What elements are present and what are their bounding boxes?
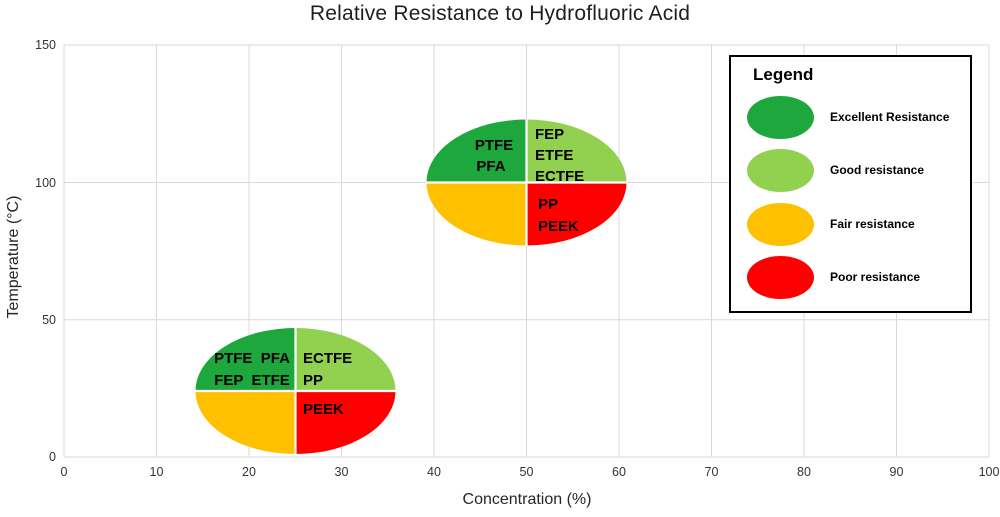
x-axis-title: Concentration (%) [463,491,592,508]
x-tick-30: 30 [335,465,349,479]
legend-label-poor: Poor resistance [830,270,921,284]
marker2-excellent-quadrant [426,119,527,183]
y-axis-ticks: 0 50 100 150 [35,38,56,464]
legend-label-fair: Fair resistance [830,217,915,231]
x-tick-50: 50 [520,465,534,479]
y-axis-title: Temperature (°C) [5,196,22,319]
x-tick-90: 90 [890,465,904,479]
y-tick-50: 50 [42,313,56,327]
marker2-good-quadrant [526,119,627,183]
marker2-poor-label-line1: PP [538,196,558,213]
marker1-poor-label-line1: PEEK [303,401,344,418]
marker1-excellent-label-line2: FEP ETFE [214,372,290,389]
marker1-good-label-line1: ECTFE [303,350,352,367]
chart-title: Relative Resistance to Hydrofluoric Acid [309,2,691,25]
legend-title: Legend [753,65,814,84]
legend-swatch-good [747,149,814,192]
x-tick-80: 80 [797,465,811,479]
marker1-excellent-label-line1: PTFE PFA [214,350,290,367]
marker2-excellent-label-line2: PFA [476,158,505,175]
x-tick-40: 40 [427,465,441,479]
legend-swatch-fair [747,203,814,246]
marker1-good-quadrant [295,328,396,391]
x-tick-10: 10 [150,465,164,479]
marker2-poor-label-line2: PEEK [538,218,579,235]
marker2-good-label-line3: ECTFE [535,168,584,185]
x-axis-ticks: 0 10 20 30 40 50 60 70 80 90 100 [61,465,1000,479]
legend: Legend Excellent Resistance Good resista… [729,55,972,313]
marker2-good-label-line1: FEP [535,126,564,143]
x-tick-100: 100 [979,465,1000,479]
legend-label-good: Good resistance [830,163,925,177]
marker-high-concentration: PTFE PFA FEP ETFE ECTFE PP PEEK [426,119,627,246]
legend-swatch-excellent [747,96,814,139]
marker2-poor-quadrant [526,182,627,246]
x-tick-20: 20 [242,465,256,479]
marker1-excellent-quadrant [195,328,296,391]
y-tick-0: 0 [49,450,56,464]
x-tick-0: 0 [61,465,68,479]
y-tick-100: 100 [35,176,56,190]
legend-label-excellent: Excellent Resistance [830,110,950,124]
marker1-poor-quadrant [295,391,396,454]
y-tick-150: 150 [35,38,56,52]
marker2-excellent-label-line1: PTFE [475,137,513,154]
marker2-fair-quadrant [426,182,527,246]
marker1-fair-quadrant [195,391,296,454]
x-tick-70: 70 [705,465,719,479]
marker1-good-label-line2: PP [303,372,323,389]
x-tick-60: 60 [612,465,626,479]
marker-low-concentration: PTFE PFA FEP ETFE ECTFE PP PEEK [195,328,396,454]
legend-swatch-poor [747,256,814,299]
marker2-good-label-line2: ETFE [535,147,573,164]
